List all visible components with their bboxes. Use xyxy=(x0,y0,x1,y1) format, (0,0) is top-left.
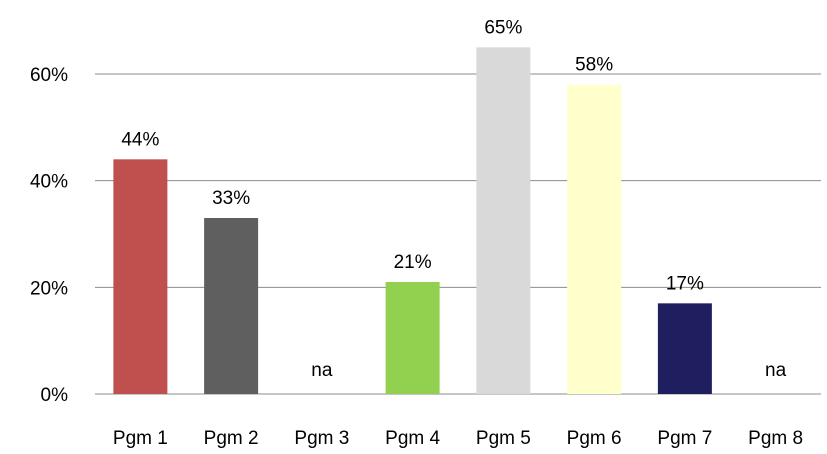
x-tick-label: Pgm 2 xyxy=(204,428,259,449)
y-tick-label: 60% xyxy=(30,65,68,86)
data-label: 17% xyxy=(666,273,704,294)
x-tick-label: Pgm 1 xyxy=(113,428,168,449)
label-layer: 0% 20% 40% 60% 44% Pgm 1 33% Pgm 2 na Pgm 3 21% Pgm… xyxy=(30,17,803,449)
bar xyxy=(567,84,622,395)
x-tick-label: Pgm 3 xyxy=(294,428,349,449)
data-label: 21% xyxy=(394,252,432,273)
data-label: na xyxy=(765,360,787,381)
data-label: 33% xyxy=(212,188,250,209)
bar xyxy=(476,47,531,394)
bar xyxy=(204,218,259,394)
x-tick-label: Pgm 5 xyxy=(476,428,531,449)
x-tick-label: Pgm 6 xyxy=(567,428,622,449)
bar xyxy=(113,159,168,394)
grid-layer xyxy=(95,73,821,395)
bar-layer xyxy=(113,47,712,395)
data-label: na xyxy=(311,360,333,381)
x-tick-label: Pgm 8 xyxy=(748,428,803,449)
data-label: 65% xyxy=(484,17,522,38)
bar xyxy=(385,282,440,394)
y-tick-label: 0% xyxy=(41,385,69,406)
x-tick-label: Pgm 7 xyxy=(657,428,712,449)
y-tick-label: 20% xyxy=(30,278,68,299)
data-label: 58% xyxy=(575,55,613,76)
bar xyxy=(657,303,712,394)
y-tick-label: 40% xyxy=(30,172,68,193)
data-label: 44% xyxy=(121,129,159,150)
x-tick-label: Pgm 4 xyxy=(385,428,440,449)
